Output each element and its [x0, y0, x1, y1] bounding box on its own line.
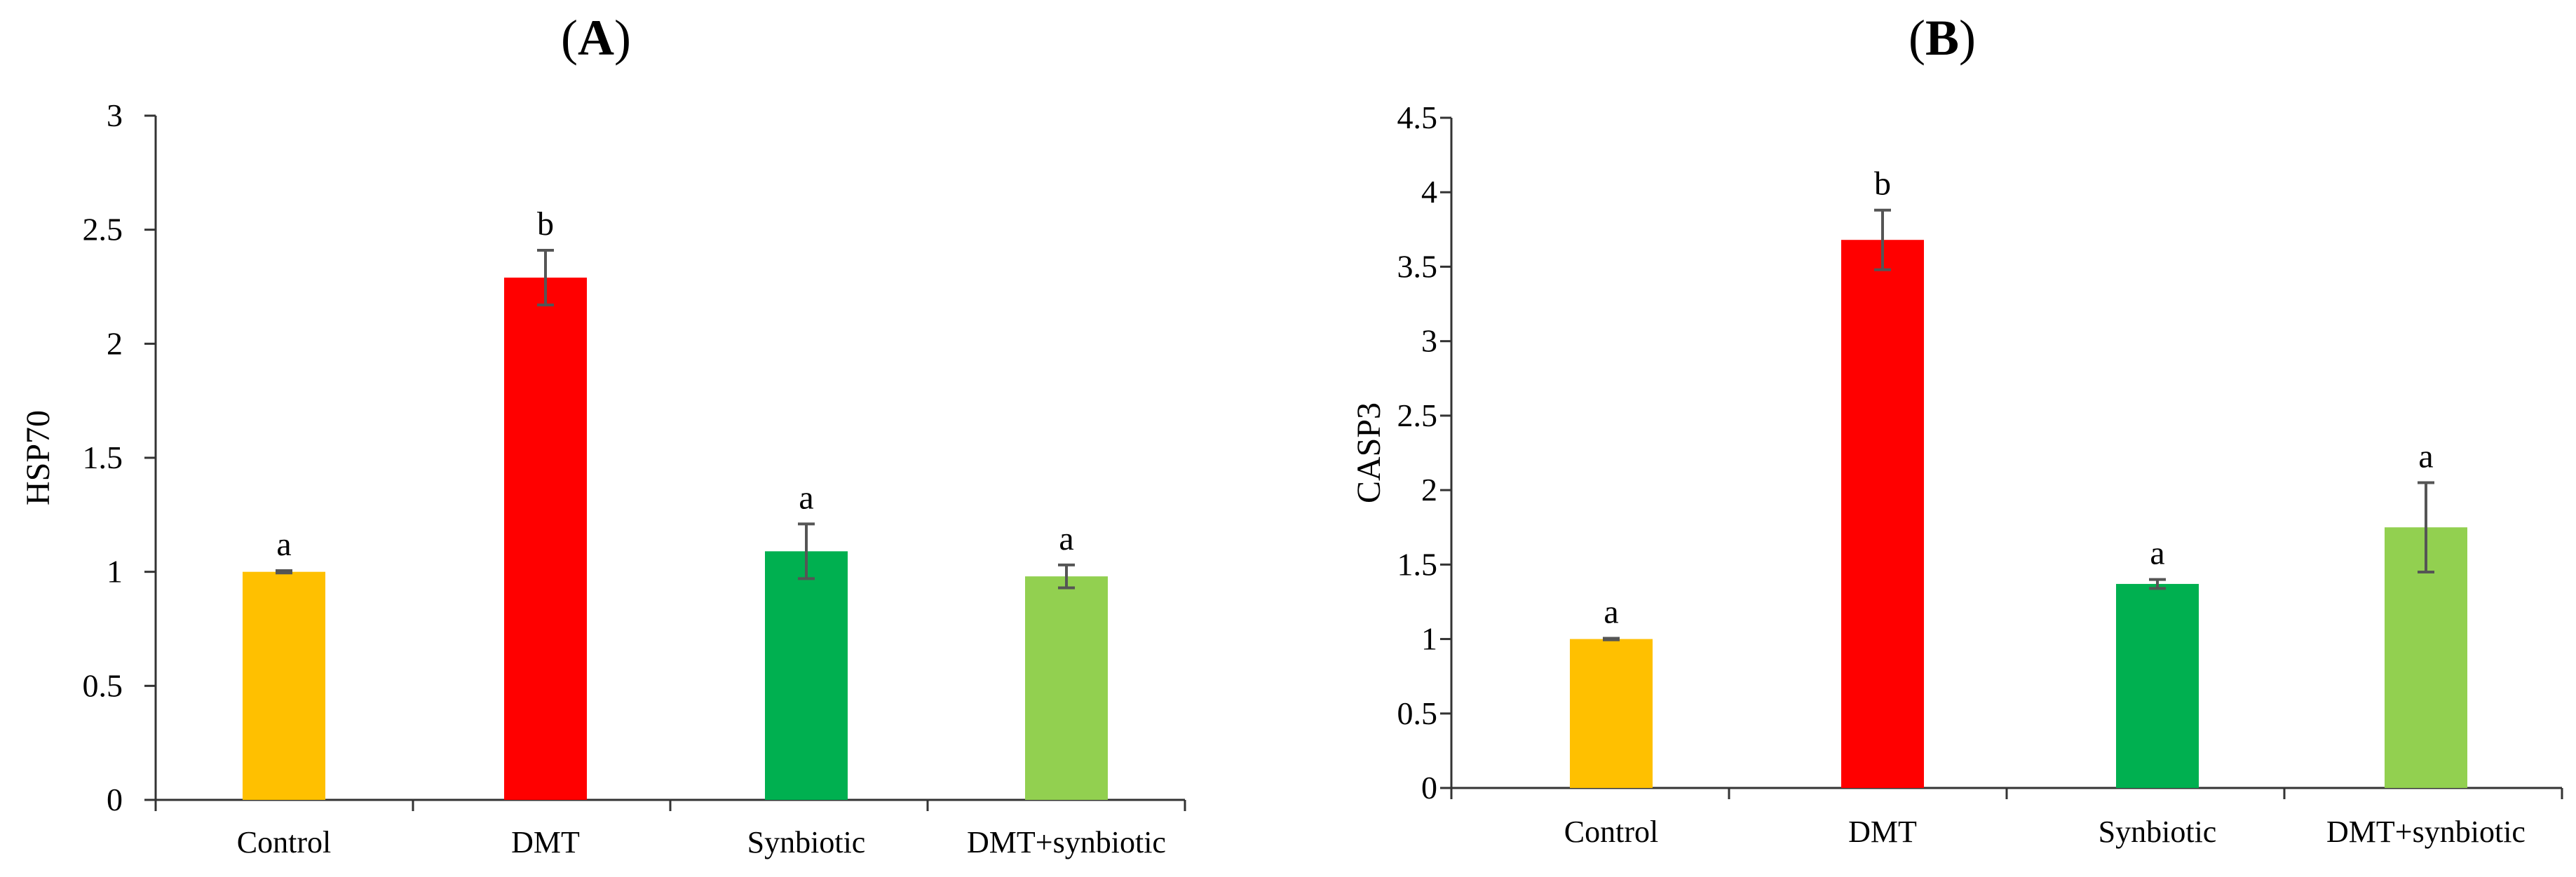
y-axis-label: HSP70: [20, 410, 57, 505]
x-category-label: DMT+synbiotic: [967, 825, 1166, 859]
significance-label: b: [1874, 165, 1891, 203]
significance-label: a: [276, 526, 291, 563]
y-tick-label: 0.5: [1397, 695, 1438, 731]
y-tick-label: 1.5: [83, 440, 123, 475]
x-category-label: DMT: [511, 825, 580, 859]
x-category-label: Synbiotic: [2099, 815, 2217, 849]
bar-control: [1570, 639, 1653, 788]
panel-title-b: (B): [1909, 10, 1976, 66]
x-category-label: DMT+synbiotic: [2326, 815, 2526, 849]
bar-synbiotic: [2116, 583, 2199, 788]
y-tick-label: 3: [107, 97, 123, 133]
y-axis-label: CASP3: [1350, 402, 1388, 503]
y-tick-label: 4.5: [1397, 100, 1438, 135]
chart-panel-a: (A) 0 0.5 1 1.5 2 2.5 3 HSP70 a Control b DMT a Synbio…: [20, 10, 1186, 859]
significance-label: b: [537, 205, 554, 243]
panel-title-a: (A): [561, 10, 631, 66]
x-category-label: Control: [1564, 815, 1658, 849]
y-tick-label: 2.5: [1397, 397, 1438, 433]
y-tick-label: 0.5: [83, 667, 123, 703]
y-tick-label: 1: [1421, 621, 1437, 657]
y-tick-label: 1.5: [1397, 546, 1438, 582]
y-tick-label: 0: [1421, 770, 1437, 805]
significance-label: a: [1604, 593, 1618, 630]
significance-label: a: [1059, 520, 1073, 557]
y-tick-label: 2.5: [83, 212, 123, 247]
x-category-label: Control: [237, 825, 331, 859]
y-tick-label: 2: [107, 325, 123, 361]
chart-panel-b: (B) 0 0.5 1 1.5 2 2.5 3 3.5 4 4.5 CASP3 a Control b DMT…: [1350, 10, 2563, 849]
y-tick-label: 3.5: [1397, 248, 1438, 284]
y-tick-label: 1: [107, 554, 123, 590]
significance-label: a: [799, 479, 813, 516]
significance-label: a: [2150, 535, 2164, 572]
bar-control: [243, 571, 325, 800]
y-tick-label: 4: [1421, 174, 1437, 210]
x-category-label: DMT: [1848, 815, 1917, 849]
bar-dmt: [504, 277, 587, 800]
y-tick-label: 2: [1421, 472, 1437, 508]
bar-dmt: [1841, 240, 1924, 788]
bar-synbiotic: [765, 551, 848, 800]
significance-label: a: [2418, 437, 2433, 475]
x-category-label: Synbiotic: [747, 825, 866, 859]
y-tick-label: 3: [1421, 323, 1437, 359]
bar-dmt-synbiotic: [1025, 576, 1108, 800]
y-tick-label: 0: [107, 782, 123, 817]
